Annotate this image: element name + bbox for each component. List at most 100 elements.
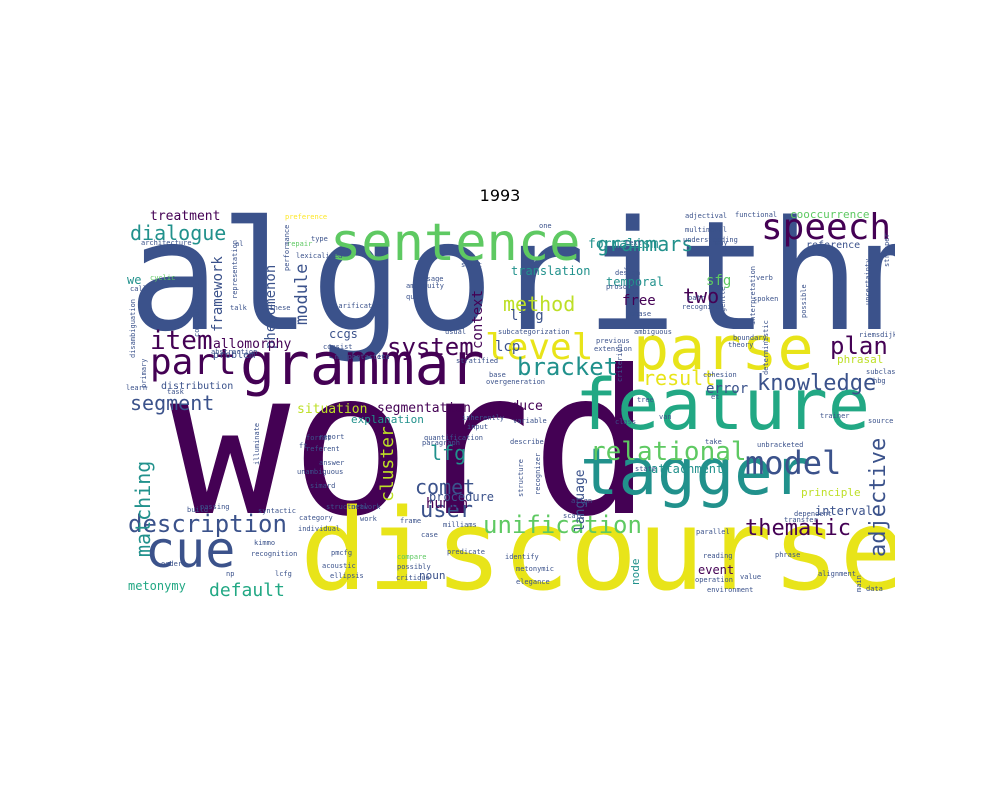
word-learn: learn xyxy=(126,384,147,392)
word-lcp: lcp xyxy=(495,339,520,355)
word-report: report xyxy=(319,433,344,441)
word-we: we xyxy=(127,273,141,287)
word-knowledge: knowledge xyxy=(757,371,876,396)
word-individual: individual xyxy=(298,525,340,533)
word-scale: scale xyxy=(563,512,584,520)
word-level: level xyxy=(485,327,593,368)
word-ambiguity: ambiguity xyxy=(406,282,444,290)
word-free: free xyxy=(622,293,656,309)
word-human: human xyxy=(426,496,468,512)
word-model: model xyxy=(745,444,841,482)
word-may: may xyxy=(715,239,728,247)
word-module: module xyxy=(292,264,312,325)
word-architecture: architecture xyxy=(141,239,192,247)
word-performance: performance xyxy=(283,225,291,271)
word-bracket: bracket xyxy=(517,353,618,381)
word-referent: referent xyxy=(306,445,340,453)
word-ambiguous: ambiguous xyxy=(634,328,672,336)
word-take: take xyxy=(705,438,722,446)
word-acoustic: acoustic xyxy=(322,562,356,570)
word-translation: translation xyxy=(511,264,590,278)
word-plan: plan xyxy=(830,332,888,360)
word-passing: passing xyxy=(200,503,230,511)
word-error: error xyxy=(706,381,748,397)
word-cyclic: cyclic xyxy=(150,274,175,282)
word-text: text xyxy=(625,239,642,247)
word-system: system xyxy=(387,333,474,361)
word-recognition: recognition xyxy=(251,550,297,558)
word-cooccurrence: cooccurrence xyxy=(790,208,869,221)
word-message: message xyxy=(414,275,444,283)
word-cloud: algorithm word discourse feature tagger gramm… xyxy=(125,207,895,597)
word-overgeneration: overgeneration xyxy=(486,378,545,386)
word-sentence: sentence xyxy=(330,213,580,273)
word-formalism: formalism xyxy=(588,237,659,252)
word-extension: extension xyxy=(594,345,632,353)
word-reference: reference xyxy=(806,240,860,251)
word-temporal: temporal xyxy=(606,275,664,289)
word-milliams: milliams xyxy=(443,521,477,529)
word-order: order xyxy=(161,560,182,568)
word-procedure: procedure xyxy=(429,490,494,504)
word-possibly: possibly xyxy=(397,563,431,571)
word-describe: describe xyxy=(510,438,544,446)
word-distribution: distribution xyxy=(161,381,233,392)
word-primary: primary xyxy=(140,358,148,388)
word-alignment: alignment xyxy=(818,570,856,578)
word-transfer: transfer xyxy=(784,516,818,524)
word-network: network xyxy=(351,503,381,511)
word-stratified: stratified xyxy=(456,357,498,365)
word-format: format xyxy=(306,434,331,442)
word-previous: previous xyxy=(596,337,630,345)
word-problem: problem xyxy=(213,350,255,361)
word-subclass: subclass xyxy=(866,368,895,376)
word-stripper: stripper xyxy=(883,233,891,267)
word-disambiguation: disambiguation xyxy=(129,299,137,358)
word-one: one xyxy=(539,222,552,230)
word-speech: speech xyxy=(761,207,891,248)
word-parallel: parallel xyxy=(696,528,730,536)
word-part: part xyxy=(150,342,237,383)
word-segment: segment xyxy=(130,391,214,415)
word-main: main xyxy=(855,575,863,592)
word-variable: variable xyxy=(513,417,547,425)
word-spoken: spoken xyxy=(753,295,778,303)
word-tree: tree xyxy=(637,396,654,404)
word-subcategorization: subcategorization xyxy=(498,328,570,336)
word-default: default xyxy=(209,580,285,597)
word-prosodic: prosodic xyxy=(606,283,640,291)
chart-title: 1993 xyxy=(479,186,521,205)
word-thematic: thematic xyxy=(745,516,851,541)
word-reading: reading xyxy=(703,552,733,560)
word-matching: matching xyxy=(131,461,155,557)
word-lexicalized: lexicalized xyxy=(296,252,342,260)
word-grammars: grammars xyxy=(597,232,693,256)
word-abstraction: abstraction xyxy=(211,348,257,356)
word-possible: possible xyxy=(800,284,808,318)
word-description: description xyxy=(128,510,287,538)
word-understanding: understanding xyxy=(683,236,738,244)
word-tagger: tagger xyxy=(580,436,811,510)
word-frame: frame xyxy=(400,517,421,525)
word-treatment: treatment xyxy=(150,209,220,224)
word-cue: cue xyxy=(145,521,235,579)
word-dependent: dependent xyxy=(794,510,832,518)
word-type: type xyxy=(311,235,328,243)
word-verb: verb xyxy=(756,274,773,282)
word-clarification: clarification xyxy=(330,302,385,310)
word-work: work xyxy=(360,515,378,523)
word-unbracketed: unbracketed xyxy=(757,441,803,449)
word-criterion: criterion xyxy=(616,344,624,382)
word-phrase: phrase xyxy=(775,551,800,559)
word-syntactic: syntactic xyxy=(258,507,296,515)
word-principle: principle xyxy=(801,486,861,499)
word-category: category xyxy=(299,514,333,522)
word-design: design xyxy=(615,269,640,277)
word-context: context xyxy=(470,290,486,349)
word-hbg: hbg xyxy=(873,377,886,385)
word-riemsdijk: riemsdijk xyxy=(859,331,895,339)
word-trainer: trainer xyxy=(820,412,850,420)
word-align: align xyxy=(571,497,592,505)
word-two: two xyxy=(683,284,719,308)
word-explanation: explanation xyxy=(351,413,424,426)
